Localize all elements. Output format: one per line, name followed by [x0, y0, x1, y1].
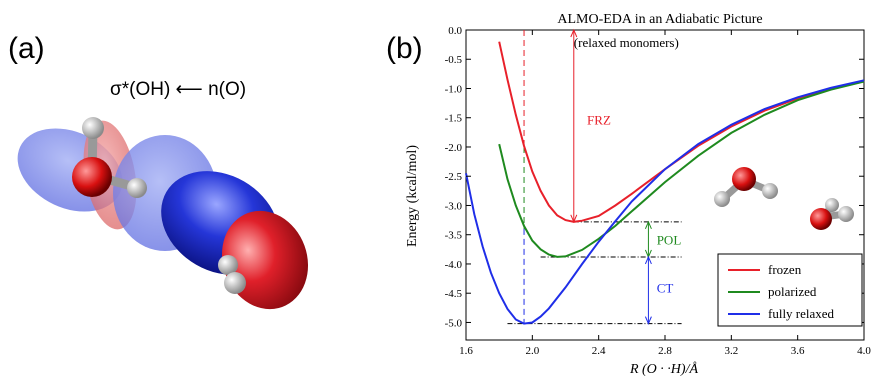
y-tick-label: 0.0	[448, 25, 462, 37]
y-tick-label: -3.0	[445, 200, 463, 212]
orbital-illustration	[17, 117, 309, 310]
monomer-water-2	[810, 198, 854, 230]
arrow-head	[570, 28, 578, 38]
y-tick-label: -3.5	[445, 230, 463, 242]
legend-label: polarized	[768, 284, 817, 299]
arrow-head	[644, 220, 652, 230]
orbital-title: σ*(OH) ⟵ n(O)	[110, 79, 247, 100]
y-tick-label: -0.5	[445, 54, 463, 66]
panel-a-label: (a)	[8, 32, 45, 65]
y-tick-label: -4.0	[445, 259, 463, 271]
series-lines	[465, 41, 865, 325]
arrows	[570, 28, 652, 325]
legend: frozen polarized fully relaxed	[717, 253, 863, 327]
panel-b-label: (b)	[386, 32, 423, 65]
chart-title: ALMO-EDA in an Adiabatic Picture	[557, 12, 762, 27]
y-tick-label: -2.5	[445, 171, 463, 183]
y-tick-label: -2.0	[445, 142, 463, 154]
x-tick-label: 3.2	[724, 345, 738, 357]
annotation-label: POL	[657, 233, 682, 248]
y-tick-label: -4.5	[445, 288, 463, 300]
x-tick-label: 2.0	[525, 345, 539, 357]
y-tick-label: -5.0	[445, 317, 463, 329]
y-tick-label: -1.5	[445, 113, 463, 125]
y-axis-label: Energy (kcal/mol)	[405, 145, 420, 247]
x-axis-label: R (O · ·H)/Å	[629, 361, 698, 377]
series-line-fully-relaxed	[465, 79, 865, 325]
annotations: (relaxed monomers) FRZ POL CT	[574, 35, 682, 296]
annotation-label: (relaxed monomers)	[574, 35, 679, 50]
x-tick-label: 2.8	[658, 345, 672, 357]
annotation-label: FRZ	[587, 113, 611, 128]
reference-levels	[507, 221, 682, 325]
legend-label: frozen	[768, 262, 802, 277]
series-line-frozen	[498, 41, 865, 223]
arrow-head	[570, 214, 578, 224]
annotation-label: CT	[657, 281, 674, 296]
series-line-polarized	[498, 80, 865, 258]
monomer-water-1	[714, 167, 778, 207]
water-molecule-atoms	[72, 117, 246, 294]
axis-ticks: 1.6 2.0 2.4 2.8 3.2 3.6 4.0 0.0 -0.5 -1.0 -1.5 -2.0…	[445, 25, 872, 357]
arrow-head	[644, 255, 652, 265]
x-tick-label: 3.6	[791, 345, 805, 357]
y-tick-label: -1.0	[445, 83, 463, 95]
arrow-head	[644, 316, 652, 325]
x-tick-label: 1.6	[459, 345, 473, 357]
x-tick-label: 2.4	[592, 345, 606, 357]
x-tick-label: 4.0	[857, 345, 871, 357]
legend-label: fully relaxed	[768, 306, 835, 321]
